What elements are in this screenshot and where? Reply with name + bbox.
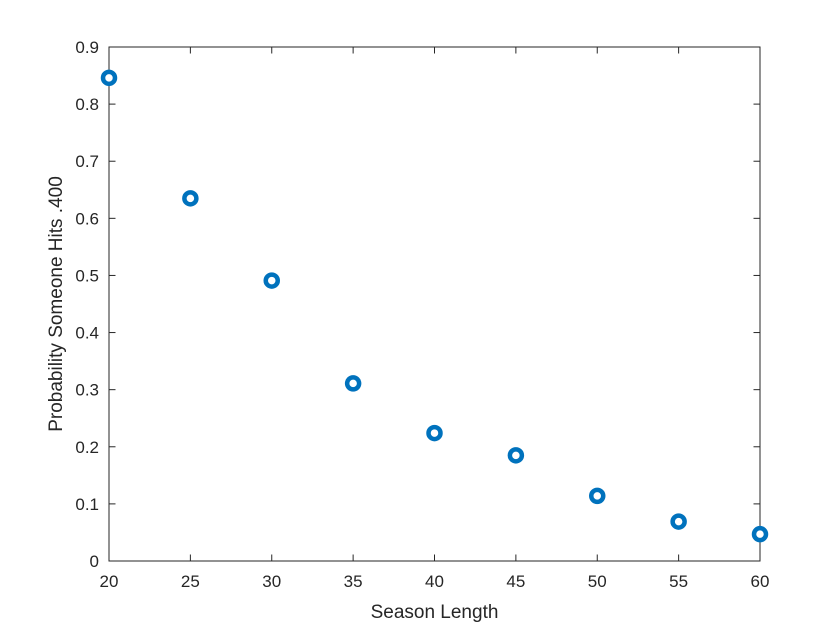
x-tick-label: 25 [181, 572, 200, 591]
x-tick-label: 45 [506, 572, 525, 591]
data-point [589, 487, 606, 505]
x-axis-title: Season Length [371, 602, 499, 623]
y-axis-title: Probability Someone Hits .400 [46, 176, 67, 432]
plot-area: 20 25 30 35 40 45 50 55 60 0 0.1 0.2 0.3 0.4 0.5 0.6 0.… [75, 38, 769, 591]
y-tick-label: 0.6 [75, 209, 99, 228]
y-tick-label: 0.2 [75, 438, 99, 457]
x-tick-label: 55 [669, 572, 688, 591]
x-tick-label: 35 [344, 572, 363, 591]
x-tick-label: 50 [588, 572, 607, 591]
x-axis-ticks: 20 25 30 35 40 45 50 55 60 [100, 47, 770, 591]
y-tick-label: 0.9 [75, 38, 99, 57]
x-tick-label: 40 [425, 572, 444, 591]
axes-box [108, 46, 761, 562]
data-points [100, 69, 769, 543]
data-point [263, 272, 280, 289]
data-point [182, 190, 199, 207]
y-tick-label: 0.3 [75, 381, 99, 400]
data-point [670, 513, 687, 530]
data-point [426, 424, 443, 442]
x-tick-label: 60 [751, 572, 770, 591]
y-tick-label: 0.1 [75, 495, 99, 514]
data-point [100, 69, 118, 87]
y-axis-ticks: 0 0.1 0.2 0.3 0.4 0.5 0.6 0.7 0.8 0.9 [75, 38, 760, 571]
x-tick-label: 30 [262, 572, 281, 591]
y-tick-label: 0 [90, 552, 99, 571]
y-tick-label: 0.7 [75, 152, 99, 171]
data-point [751, 525, 769, 543]
x-tick-label: 20 [100, 572, 119, 591]
y-tick-label: 0.8 [75, 95, 99, 114]
data-point [507, 447, 525, 464]
y-tick-label: 0.4 [75, 324, 99, 343]
y-tick-label: 0.5 [75, 266, 99, 285]
data-point [344, 375, 362, 392]
